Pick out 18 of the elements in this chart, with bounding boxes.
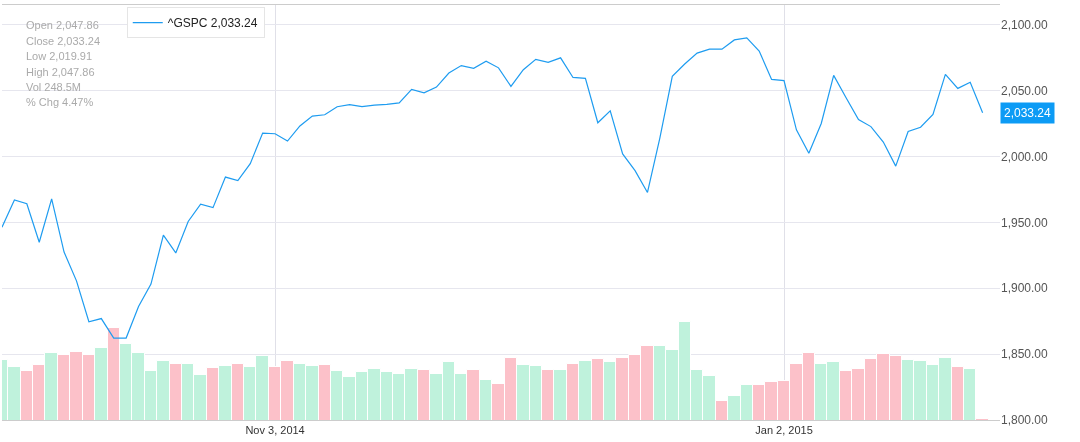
line-series <box>2 37 984 339</box>
y-tick-label: 1,900.00 <box>1001 281 1049 296</box>
x-tick-label: Jan 2, 2015 <box>755 424 813 437</box>
y-tick-label: 2,050.00 <box>1001 83 1049 98</box>
x-tick-label: Nov 3, 2014 <box>245 424 305 437</box>
legend-label: ^GSPC 2,033.24 <box>167 16 258 31</box>
y-tick-label: 2,000.00 <box>1001 149 1049 164</box>
annotation: Vol 248.5M <box>26 81 82 93</box>
y-tick-label: 1,800.00 <box>1001 413 1049 428</box>
annotation: Close 2,033.24 <box>26 35 100 47</box>
y-tick-label: 2,100.00 <box>1001 17 1049 32</box>
annotation: Low 2,019.91 <box>26 50 93 62</box>
y-tick-label: 1,950.00 <box>1001 215 1049 230</box>
annotation: High 2,047.86 <box>26 66 95 78</box>
annotation: % Chg 4.47% <box>26 96 94 108</box>
annotation: Open 2,047.86 <box>26 19 99 31</box>
y-tick-label: 1,850.00 <box>1001 347 1049 362</box>
text: 2,033.24 <box>1004 106 1052 120</box>
